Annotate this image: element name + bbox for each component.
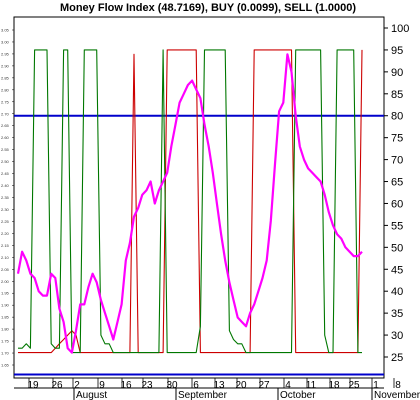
left-tick-label: 2.35 [1, 195, 10, 200]
x-tick-label: 26 [51, 380, 63, 391]
left-tick-label: 2.40 [1, 183, 10, 188]
right-tick-label: 30 [391, 330, 403, 342]
left-axis: 3.05 3.00 2.95 2.90 2.85 2.80 2.75 2.70 2.65 2.60… [1, 28, 14, 368]
x-tick-label: 11 [306, 380, 317, 391]
left-tick-label: 1.65 [1, 363, 10, 368]
month-label: October [280, 390, 316, 400]
right-tick-label: 75 [391, 133, 403, 145]
left-tick-label: 1.95 [1, 291, 10, 296]
right-tick-label: 90 [391, 67, 403, 79]
left-tick-label: 2.10 [1, 255, 10, 260]
right-tick-label: 70 [391, 155, 403, 167]
x-tick-label: 23 [141, 380, 153, 391]
x-tick-label: 13 [213, 380, 225, 391]
left-tick-label: 1.75 [1, 339, 10, 344]
x-tick-label: 1 [373, 380, 379, 391]
left-tick-label: 3.05 [1, 28, 10, 33]
x-tick-label: 9 [99, 380, 105, 391]
left-tick-label: 2.30 [1, 207, 10, 212]
left-tick-label: 1.70 [1, 351, 10, 356]
x-tick-label: 18 [328, 380, 340, 391]
left-tick-label: 2.60 [1, 135, 10, 140]
right-tick-label: 100 [391, 23, 409, 35]
series-line [18, 49, 362, 354]
right-tick-label: 45 [391, 264, 403, 276]
right-tick-label: 85 [391, 89, 403, 101]
left-tick-label: 2.00 [1, 279, 10, 284]
right-tick-label: 95 [391, 45, 403, 57]
left-tick-label: 2.25 [1, 219, 10, 224]
x-tick-label: 27 [258, 380, 270, 391]
right-axis: 25 30 35 40 45 50 55 60 65 70 75 80 85 90 95 100 [384, 23, 409, 364]
left-tick-label: 2.55 [1, 147, 10, 152]
x-tick-label: 4 [285, 380, 291, 391]
x-tick-label: 8 [395, 380, 401, 391]
right-tick-label: 65 [391, 177, 403, 189]
x-tick-label: 20 [235, 380, 247, 391]
left-tick-label: 2.85 [1, 75, 10, 80]
month-label: September [178, 390, 228, 400]
left-tick-label: 2.05 [1, 267, 10, 272]
right-tick-label: 80 [391, 111, 403, 123]
left-tick-label: 2.75 [1, 99, 10, 104]
series-layer [16, 49, 363, 354]
right-tick-label: 55 [391, 220, 403, 232]
left-tick-label: 2.45 [1, 171, 10, 176]
left-tick-label: 2.80 [1, 87, 10, 92]
series-line [16, 53, 363, 354]
right-tick-label: 40 [391, 286, 403, 298]
month-label: November [374, 390, 420, 400]
left-tick-label: 1.80 [1, 327, 10, 332]
left-tick-label: 1.85 [1, 315, 10, 320]
left-tick-label: 1.90 [1, 303, 10, 308]
right-tick-label: 50 [391, 242, 403, 254]
x-tick-label: 6 [193, 380, 199, 391]
right-tick-label: 60 [391, 198, 403, 210]
left-tick-label: 2.20 [1, 231, 10, 236]
x-tick-label: 2 [74, 380, 80, 391]
x-tick-label: 16 [120, 380, 132, 391]
x-tick-label: 25 [348, 380, 360, 391]
reference-lines [14, 114, 384, 376]
left-tick-label: 2.90 [1, 63, 10, 68]
chart-title: Money Flow Index (48.7169), BUY (0.0099)… [60, 2, 356, 14]
left-tick-label: 2.65 [1, 123, 10, 128]
left-tick-label: 2.50 [1, 159, 10, 164]
left-tick-label: 2.95 [1, 51, 10, 56]
left-tick-label: 2.70 [1, 111, 10, 116]
left-tick-label: 3.00 [1, 39, 10, 44]
right-tick-label: 25 [391, 352, 403, 364]
x-tick-label: 19 [27, 380, 39, 391]
month-label: August [76, 390, 107, 400]
left-tick-label: 2.15 [1, 243, 10, 248]
right-tick-label: 35 [391, 308, 403, 320]
x-tick-label: 30 [166, 380, 178, 391]
